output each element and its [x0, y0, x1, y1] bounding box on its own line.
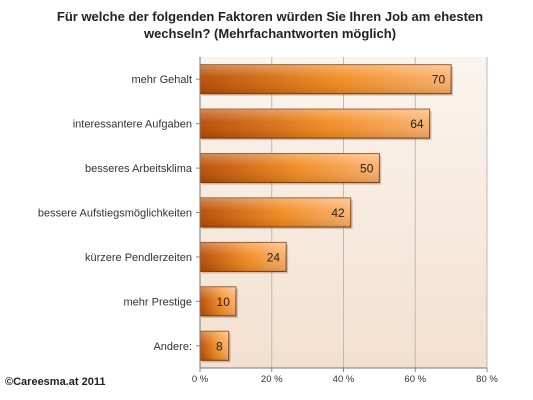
copyright-credit: ©Careesma.at 2011 [5, 376, 106, 388]
bar-highlight [200, 198, 351, 227]
value-label: 24 [267, 250, 281, 264]
bar-highlight [200, 109, 430, 139]
category-label: mehr Prestige [124, 296, 192, 308]
bar-highlight [200, 331, 229, 361]
category-label: mehr Gehalt [131, 74, 192, 86]
x-tick-label: 60 % [404, 374, 426, 385]
category-label: Andere: [153, 341, 192, 353]
chart-title-line-1: Für welche der folgenden Faktoren würden… [56, 9, 484, 24]
category-label: besseres Arbeitsklima [85, 163, 193, 175]
value-label: 50 [360, 162, 374, 176]
category-label: kürzere Pendlerzeiten [85, 252, 192, 264]
category-label: bessere Aufstiegsmöglichkeiten [38, 208, 192, 220]
x-tick-label: 0 % [192, 374, 209, 385]
chart-title: Für welche der folgenden Faktoren würden… [20, 8, 520, 42]
bar-highlight [200, 153, 380, 183]
value-label: 70 [432, 73, 446, 87]
value-label: 8 [216, 339, 223, 353]
bar-highlight [200, 242, 287, 272]
value-label: 10 [217, 295, 231, 309]
value-label: 64 [410, 117, 424, 131]
category-label: interessantere Aufgaben [73, 119, 192, 131]
bar-highlight [200, 64, 452, 94]
chart-title-line-2: wechseln? (Mehrfachantworten möglich) [143, 26, 397, 41]
x-tick-label: 40 % [333, 374, 355, 385]
x-tick-label: 20 % [261, 374, 283, 385]
value-label: 42 [331, 206, 345, 220]
bar-highlight [200, 286, 236, 316]
x-tick-label: 80 % [476, 374, 498, 385]
